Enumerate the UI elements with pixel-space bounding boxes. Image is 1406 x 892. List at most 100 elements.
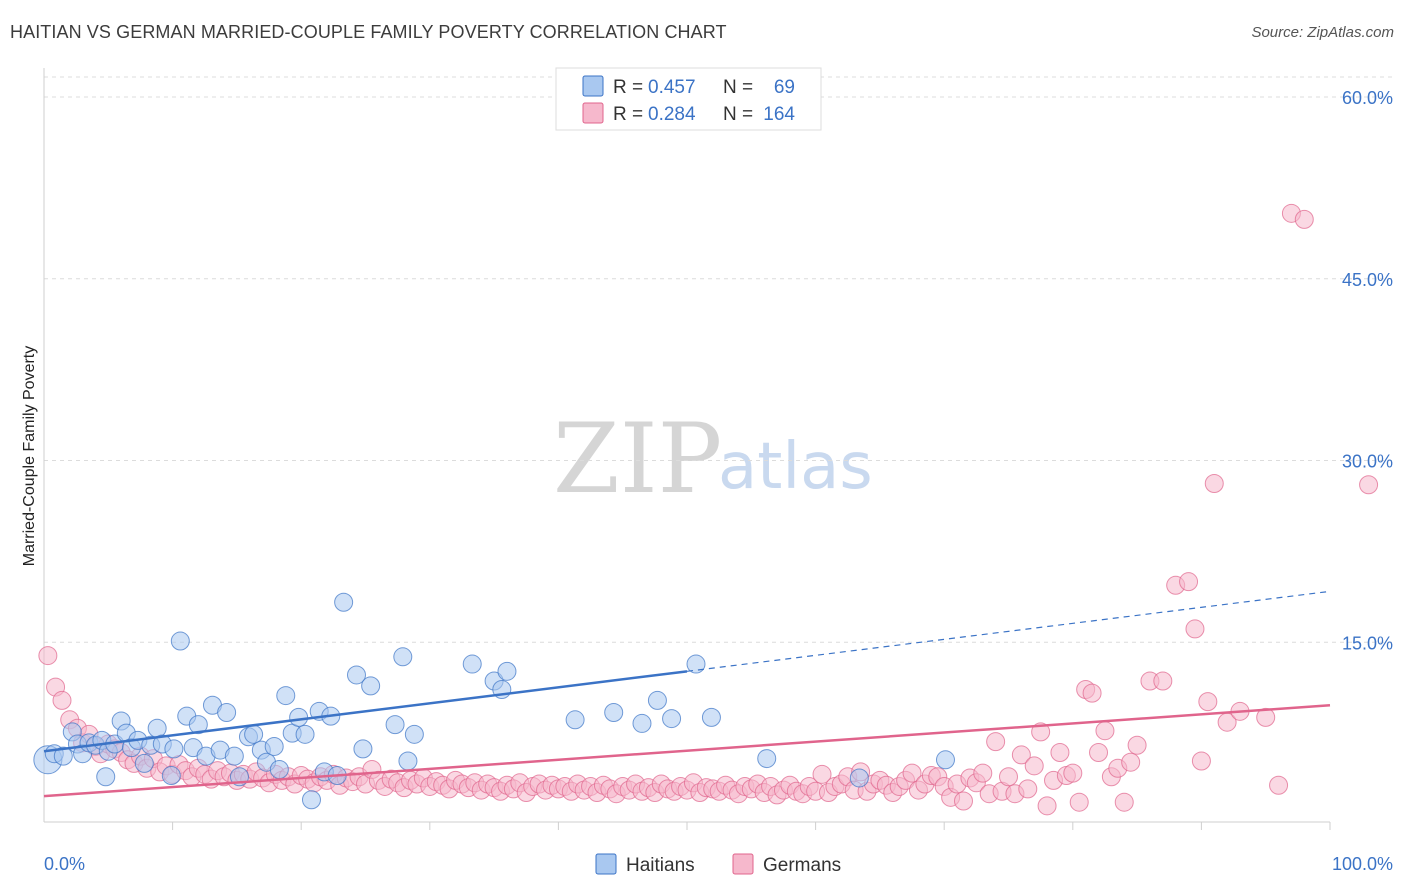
- germans-point: [38, 646, 58, 666]
- haitians-point: [701, 707, 721, 727]
- germans-point: [1153, 671, 1173, 691]
- haitians-point: [170, 631, 190, 651]
- haitians-point: [604, 703, 624, 723]
- haitians-point: [686, 654, 706, 674]
- germans-point: [1050, 743, 1070, 763]
- haitians-point: [346, 665, 366, 685]
- y-tick-label: 30.0%: [1342, 452, 1393, 472]
- series-legend-swatch-haitians: [595, 853, 617, 875]
- haitians-point: [398, 751, 418, 771]
- haitians-point: [224, 746, 244, 766]
- legend-r-label-haitians: R =: [613, 77, 643, 98]
- haitians-point: [497, 661, 517, 681]
- haitians-point: [289, 707, 309, 727]
- germans-point: [1121, 752, 1141, 772]
- haitians-trend-line: [43, 670, 688, 753]
- germans-point: [1191, 751, 1211, 771]
- trend-lines: [43, 590, 1331, 798]
- legend-swatch-haitians: [582, 75, 604, 97]
- germans-point: [1198, 692, 1218, 712]
- germans-point: [1204, 474, 1224, 494]
- haitians-point: [147, 718, 167, 738]
- germans-point: [953, 791, 973, 811]
- germans-point: [1269, 775, 1289, 795]
- haitians-trend-extension: [686, 590, 1331, 672]
- legend-r-value-germans: 0.284: [648, 104, 696, 125]
- legend-r-label-germans: R =: [613, 104, 643, 125]
- watermark-atlas: atlas: [718, 430, 873, 504]
- haitians-point: [244, 724, 264, 744]
- haitians-point: [161, 766, 181, 786]
- germans-point: [812, 764, 832, 784]
- haitians-point: [188, 715, 208, 735]
- germans-trend-line: [43, 704, 1331, 798]
- germans-point: [1095, 721, 1115, 741]
- legend-n-label-germans: N =: [723, 104, 753, 125]
- germans-point: [973, 763, 993, 783]
- germans-point: [1024, 756, 1044, 776]
- germans-point: [999, 767, 1018, 787]
- haitians-point: [849, 768, 869, 788]
- germans-point: [1082, 683, 1102, 703]
- haitians-point: [353, 739, 373, 759]
- germans-point: [1031, 722, 1051, 742]
- germans-point: [52, 690, 72, 710]
- legend-n-value-germans: 164: [763, 104, 795, 125]
- haitians-point: [217, 703, 237, 723]
- haitians-point: [134, 753, 154, 773]
- haitians-point: [935, 750, 955, 770]
- haitians-point: [662, 709, 682, 729]
- germans-point: [1185, 619, 1205, 639]
- y-tick-labels: 15.0% 30.0% 45.0% 60.0%: [1342, 88, 1393, 653]
- haitians-point: [632, 713, 652, 733]
- germans-point: [1294, 209, 1314, 229]
- series-legend: Haitians Germans: [595, 853, 841, 876]
- legend-n-label-haitians: N =: [723, 77, 753, 98]
- haitians-point: [334, 592, 354, 612]
- haitians-point: [301, 790, 321, 810]
- germans-point: [1179, 572, 1199, 592]
- germans-point: [1018, 779, 1038, 799]
- x-ticks: [172, 822, 1331, 830]
- germans-point: [1127, 735, 1147, 755]
- haitians-point: [404, 724, 424, 744]
- haitians-point: [96, 767, 116, 787]
- series-legend-label-haitians: Haitians: [626, 855, 695, 876]
- gridlines: [44, 76, 1393, 643]
- germans-point: [1256, 707, 1276, 727]
- source-credit: Source: ZipAtlas.com: [1251, 24, 1394, 41]
- haitians-points: [33, 592, 955, 810]
- germans-point: [1063, 763, 1083, 783]
- legend-swatch-germans: [582, 102, 604, 124]
- germans-point: [1037, 796, 1057, 816]
- germans-point: [1011, 745, 1031, 765]
- haitians-point: [164, 739, 184, 759]
- germans-point: [986, 732, 1006, 752]
- germans-point: [1069, 792, 1089, 812]
- haitians-point: [462, 654, 482, 674]
- legend-n-value-haitians: 69: [774, 77, 795, 98]
- haitians-point: [393, 647, 413, 667]
- haitians-point: [269, 759, 289, 779]
- germans-point: [1089, 743, 1109, 763]
- y-tick-label: 45.0%: [1342, 270, 1393, 290]
- haitians-point: [647, 690, 667, 710]
- y-tick-label: 15.0%: [1342, 633, 1393, 653]
- haitians-point: [757, 749, 777, 769]
- germans-point: [902, 763, 922, 783]
- x-tick-label-min: 0.0%: [44, 854, 85, 874]
- chart-title: HAITIAN VS GERMAN MARRIED-COUPLE FAMILY …: [10, 22, 727, 42]
- series-legend-swatch-germans: [732, 853, 754, 875]
- watermark-zip: ZIP: [553, 403, 722, 515]
- x-tick-label-max: 100.0%: [1332, 854, 1393, 874]
- haitians-point: [295, 724, 315, 744]
- germans-point: [1114, 792, 1134, 812]
- legend-r-value-haitians: 0.457: [648, 77, 696, 98]
- series-legend-label-germans: Germans: [763, 855, 841, 876]
- haitians-point: [276, 686, 296, 706]
- y-axis-label: Married-Couple Family Poverty: [21, 346, 38, 567]
- haitians-point: [361, 676, 381, 696]
- haitians-point: [53, 746, 73, 766]
- germans-point: [1359, 475, 1379, 495]
